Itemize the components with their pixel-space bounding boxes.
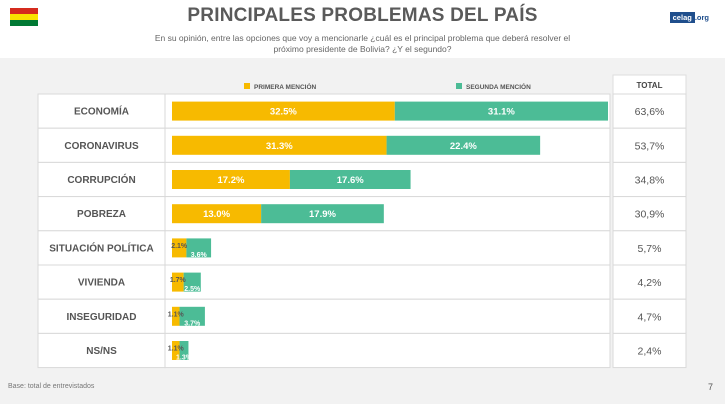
flag-stripe-green (10, 20, 38, 26)
plot-cell (164, 298, 611, 334)
bar-segunda (394, 101, 608, 121)
celag-logo: celag .org (665, 10, 714, 26)
data-label-primera: 32.5% (270, 107, 297, 118)
page-title: PRINCIPALES PROBLEMAS DEL PAÍS (187, 5, 538, 26)
total-cell (612, 127, 687, 163)
category-label: CORRUPCIÓN (67, 173, 135, 186)
page-subtitle: En su opinión, entre las opciones que vo… (154, 33, 571, 54)
data-label-primera: 31.3% (266, 141, 293, 152)
total-value: 2,4% (638, 346, 662, 358)
total-cell (612, 93, 687, 129)
data-label-segunda: 1.3% (176, 355, 193, 362)
bar-segunda (179, 306, 205, 326)
category-label: INSEGURIDAD (66, 312, 136, 323)
bar-segunda (179, 341, 189, 360)
category-cell (37, 264, 166, 300)
data-label-segunda: 2.5% (184, 286, 201, 293)
category-cell (37, 196, 166, 232)
bar-segunda (289, 170, 411, 189)
logo-suffix: .org (694, 13, 709, 22)
data-label-segunda: 17.9% (309, 209, 336, 220)
bar-primera (172, 101, 395, 121)
plot-cell (164, 264, 611, 300)
bar-segunda (186, 238, 212, 258)
data-label-segunda: 31.1% (488, 107, 515, 118)
category-label: NS/NS (86, 346, 117, 357)
data-label-primera: 2.1% (171, 243, 188, 250)
total-cell (612, 264, 687, 300)
page-number: 7 (707, 382, 713, 392)
data-label-segunda: 3.7% (184, 320, 201, 327)
total-value: 4,2% (638, 277, 662, 289)
category-label: VIVIENDA (78, 278, 125, 289)
bar-segunda (386, 135, 541, 155)
plot-cell (164, 230, 611, 266)
bar-primera (172, 135, 387, 155)
bolivia-flag-icon (10, 8, 38, 26)
category-label: CORONAVIRUS (64, 141, 139, 152)
data-label-segunda: 22.4% (450, 141, 477, 152)
category-label: ECONOMÍA (74, 105, 129, 118)
category-label: SITUACIÓN POLÍTICA (49, 241, 153, 254)
total-value: 30,9% (635, 209, 665, 221)
flag-stripe-red (10, 8, 38, 14)
header: PRINCIPALES PROBLEMAS DEL PAÍS En su opi… (0, 0, 725, 58)
total-value: 5,7% (638, 243, 662, 255)
category-cell (37, 230, 166, 266)
total-cell (612, 230, 687, 266)
data-label-segunda: 17.6% (337, 175, 364, 186)
data-label-primera: 1.7% (170, 277, 187, 284)
total-cell (612, 196, 687, 232)
data-label-primera: 1.1% (168, 346, 185, 353)
footnote: Base: total de entrevistados (8, 383, 95, 390)
total-value: 63,6% (635, 106, 665, 118)
total-header: TOTAL (637, 81, 663, 90)
category-cell (37, 332, 166, 369)
legend-label-segunda: SEGUNDA MENCIÓN (466, 82, 531, 91)
data-label-primera: 13.0% (203, 209, 230, 220)
total-cell (612, 332, 687, 369)
category-label: POBREZA (77, 209, 126, 220)
data-label-primera: 1.1% (168, 311, 185, 318)
bar-primera (172, 306, 180, 326)
bar-primera (172, 238, 187, 258)
bar-segunda (183, 272, 201, 292)
total-value: 34,8% (635, 175, 665, 187)
data-label-segunda: 3.6% (191, 252, 208, 259)
total-cell (612, 161, 687, 198)
category-cell (37, 93, 166, 129)
logo-text: celag (669, 12, 695, 23)
flag-stripe-yellow (10, 14, 38, 20)
total-value: 4,7% (638, 311, 662, 323)
bar-primera (172, 341, 180, 360)
legend-swatch-segunda (456, 83, 462, 89)
chart: PRIMERA MENCIÓN SEGUNDA MENCIÓN TOTAL ECONO… (37, 74, 687, 369)
bar-segunda (261, 204, 384, 224)
bar-primera (172, 170, 290, 189)
data-label-primera: 17.2% (217, 175, 244, 186)
plot-cell (164, 332, 611, 369)
legend-label-primera: PRIMERA MENCIÓN (254, 82, 317, 91)
bar-primera (172, 204, 262, 224)
bar-primera (172, 272, 184, 292)
legend-swatch-primera (244, 83, 250, 89)
total-value: 53,7% (635, 140, 665, 152)
chart-panel: PRIMERA MENCIÓN SEGUNDA MENCIÓN TOTAL ECONO… (0, 58, 725, 404)
